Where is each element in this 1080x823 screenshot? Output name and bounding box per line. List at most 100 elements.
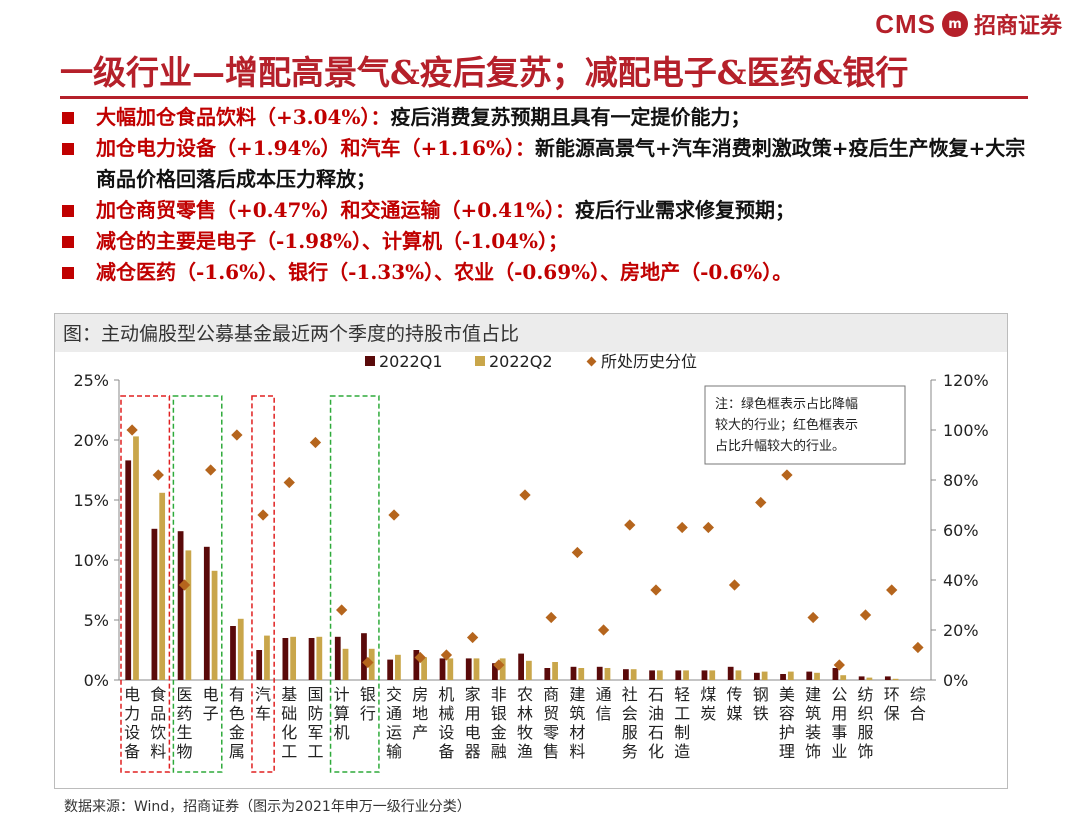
red-highlight-box: [251, 395, 275, 773]
x-tick-label-char: 饰: [858, 742, 874, 761]
bar-2022q1: [230, 626, 236, 680]
red-highlight-box: [120, 395, 171, 773]
x-tick-label-char: 汽: [255, 685, 271, 704]
x-tick-label-char: 食: [150, 685, 166, 704]
x-tick-label-char: 社: [622, 685, 638, 704]
percentile-point: [702, 521, 715, 534]
bar-2022q1: [256, 650, 263, 680]
bar-2022q2: [866, 677, 873, 680]
x-tick-label-char: 保: [884, 704, 900, 723]
x-tick-label-char: 用: [465, 704, 481, 723]
bar-2022q1: [413, 650, 420, 680]
x-tick-label-char: 料: [569, 742, 585, 761]
bar-2022q1: [727, 666, 734, 680]
x-tick-label-char: 非: [491, 685, 507, 704]
bar-2022q1: [753, 672, 760, 680]
x-tick-label-char: 设: [124, 723, 140, 742]
x-tick-label-char: 综: [910, 685, 926, 704]
x-tick-label-char: 银: [360, 685, 376, 704]
logo-company-name: 招商证券: [973, 13, 1062, 39]
x-tick-label-char: 护: [779, 723, 795, 742]
x-tick-label-char: 公: [831, 685, 847, 704]
y-tick-label: 5%: [84, 611, 109, 630]
x-tick-label-char: 工: [307, 742, 323, 761]
bar-2022q2: [395, 654, 401, 680]
y2-tick-label: 20%: [943, 621, 979, 640]
x-tick-label-char: 农: [517, 685, 533, 704]
percentile-point: [205, 464, 217, 476]
bullet-square-icon: [62, 205, 74, 217]
x-tick-label-char: 品: [150, 704, 166, 723]
percentile-point: [597, 624, 610, 636]
bar-2022q1: [177, 531, 184, 680]
bar-2022q1: [544, 668, 551, 680]
x-tick-label-char: 贸: [543, 704, 559, 723]
x-tick-label-char: 炭: [700, 704, 716, 723]
x-tick-label-char: 电: [465, 723, 481, 742]
x-tick-label-char: 油: [648, 704, 664, 723]
x-tick-label-char: 林: [517, 704, 533, 723]
legend-swatch-2022q2: [475, 356, 485, 366]
bullet-square-icon: [62, 112, 74, 124]
bullet-highlight: 减仓的主要是电子（-1.98%）、计算机（-1.04%）；: [96, 229, 569, 253]
percentile-point: [755, 496, 767, 509]
y2-tick-label: 40%: [943, 571, 979, 590]
x-tick-label-char: 金: [491, 723, 507, 742]
x-tick-label-char: 纺: [858, 685, 874, 704]
x-tick-label-char: 算: [334, 704, 350, 723]
percentile-point: [388, 509, 400, 521]
x-tick-label-char: 轻: [674, 685, 690, 704]
bullet-square-icon: [62, 236, 74, 248]
bullet-square-icon: [62, 267, 74, 279]
percentile-point: [781, 469, 793, 481]
x-tick-label-char: 装: [805, 723, 821, 742]
x-tick-label-char: 通: [596, 685, 612, 704]
chart-title-bar: [55, 314, 1007, 352]
x-tick-label-char: 色: [229, 704, 245, 723]
page-title: 一级行业—增配高景气&疫后复苏；减配电子&医药&银行: [60, 53, 909, 92]
percentile-point: [912, 641, 924, 654]
percentile-point: [624, 519, 636, 531]
bar-2022q1: [649, 670, 655, 680]
bullet-text: 疫后行业需求修复预期；: [574, 198, 795, 222]
bar-2022q2: [787, 671, 794, 680]
bar-2022q1: [387, 659, 394, 680]
percentile-point: [650, 584, 662, 596]
x-tick-label-char: 物: [176, 742, 192, 761]
green-highlight-box: [172, 395, 223, 773]
x-tick-label-char: 属: [229, 742, 245, 761]
bullet-text: 新能源高景气+汽车消费刺激政策+疫后生产恢复+大宗商品价格回落后成本压力释放；: [96, 136, 1026, 191]
bullet-highlight: 大幅加仓食品饮料（+3.04%）：: [96, 105, 391, 129]
y-tick-label: 0%: [84, 671, 109, 690]
percentile-point: [807, 611, 819, 624]
y2-tick-label: 120%: [943, 371, 989, 390]
legend-swatch-2022q1: [365, 356, 375, 366]
bullet-square-icon: [62, 143, 74, 155]
bullet-highlight: 加仓电力设备（+1.94%）和汽车（+1.16%）：: [96, 136, 535, 160]
percentile-point: [859, 609, 872, 621]
bullet-text: 疫后消费复苏预期且具有一定提价能力；: [390, 105, 751, 129]
x-tick-label-char: 行: [360, 704, 376, 723]
bar-2022q1: [701, 670, 708, 680]
x-tick-label-char: 备: [438, 742, 454, 761]
x-tick-label-char: 理: [779, 742, 795, 761]
logo-seal-icon: m: [941, 11, 968, 37]
chart-panel: 图：主动偏股型公募基金最近两个季度的持股市值占比 0% 5% 10% 15% 20% 25…: [54, 313, 1008, 789]
x-tick-label-char: 金: [229, 723, 245, 742]
percentile-point: [493, 659, 505, 671]
x-tick-label-char: 饮: [150, 723, 166, 742]
x-tick-label-char: 媒: [727, 704, 743, 723]
x-tick-label-char: 环: [884, 685, 900, 704]
bar-2022q1: [623, 669, 629, 680]
x-tick-label-char: 石: [648, 723, 664, 742]
x-tick-label-char: 有: [229, 685, 245, 704]
x-tick-label-char: 铁: [753, 704, 769, 723]
bar-2022q2: [447, 658, 454, 680]
bar-2022q1: [361, 633, 367, 680]
bullet-list: 大幅加仓食品饮料（+3.04%）：疫后消费复苏预期且具有一定提价能力； 加仓电力…: [62, 102, 1042, 288]
logo-cms-text: CMS: [875, 8, 936, 39]
bar-2022q2: [630, 669, 637, 680]
x-tick-label-char: 地: [412, 704, 428, 723]
x-tick-label-char: 交: [386, 685, 402, 704]
bar-2022q1: [465, 658, 472, 680]
